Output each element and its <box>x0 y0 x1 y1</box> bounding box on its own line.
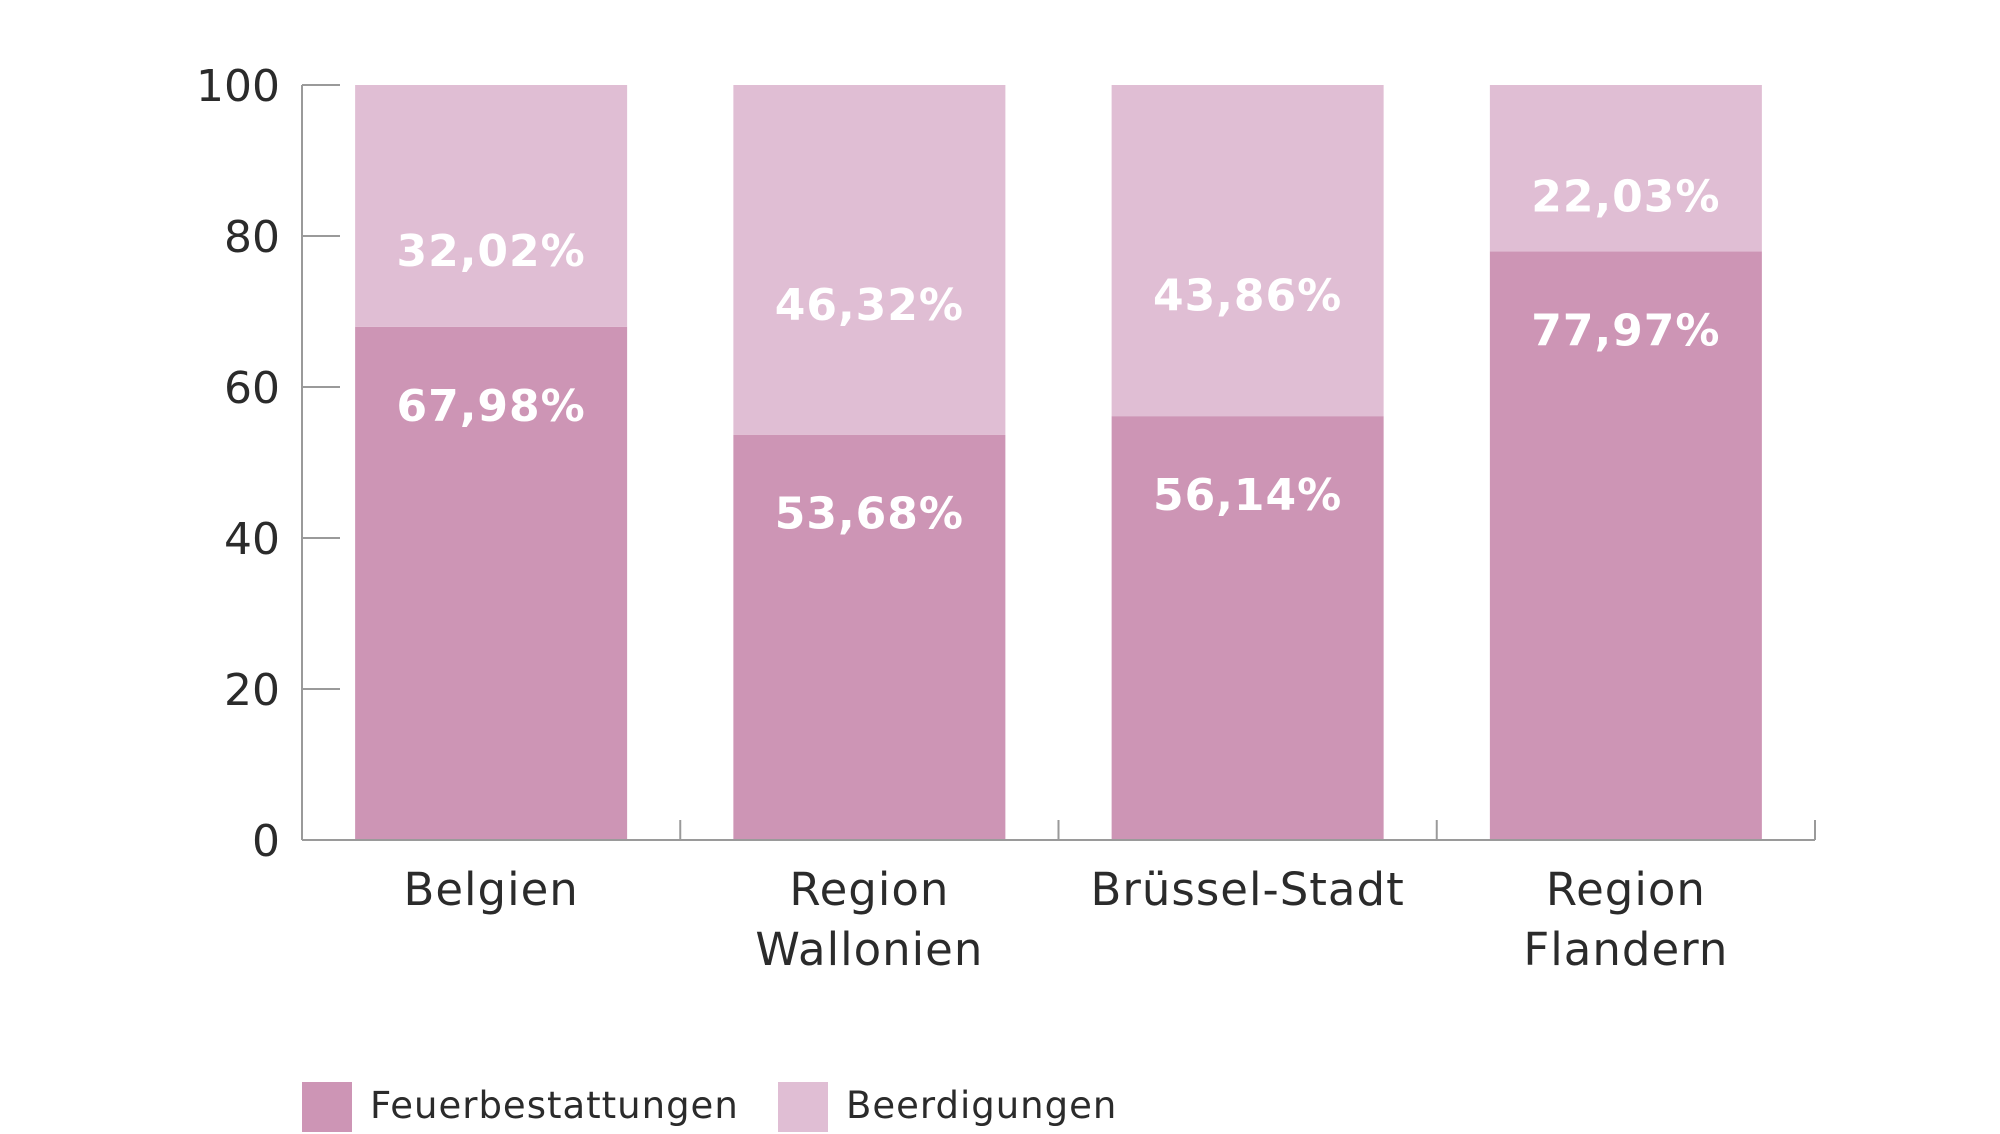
bar-feuerbestattungen-3 <box>1111 416 1384 840</box>
x-tick-label: Wallonien <box>755 923 983 976</box>
bar-beerdigungen-1 <box>355 85 628 327</box>
bar-beerdigungen-3 <box>1111 85 1384 417</box>
labels-group: Belgien Region Wallonien Brüssel-Stadt Regio… <box>396 171 1728 976</box>
legend-label-beerdigungen: Beerdigungen <box>846 1084 1117 1127</box>
legend: Feuerbestattungen Beerdigungen <box>302 1082 1117 1132</box>
x-tick-label: Brüssel-Stadt <box>1091 863 1405 916</box>
y-tick-label: 0 <box>252 816 280 867</box>
y-tick-label: 60 <box>224 363 280 414</box>
x-tick-label: Belgien <box>403 863 578 916</box>
data-label-feuerbestattungen: 67,98% <box>396 381 585 432</box>
legend-swatch-beerdigungen <box>778 1082 828 1132</box>
y-tick-label: 20 <box>224 665 280 716</box>
bar-beerdigungen-4 <box>1489 85 1762 252</box>
bar-feuerbestattungen-2 <box>733 434 1006 840</box>
data-label-beerdigungen: 22,03% <box>1531 171 1720 222</box>
x-tick-label: Region <box>789 863 949 916</box>
data-label-beerdigungen: 32,02% <box>396 226 585 277</box>
x-tick-label: Flandern <box>1523 923 1728 976</box>
bars-group <box>355 85 1762 841</box>
data-label-beerdigungen: 43,86% <box>1153 271 1342 322</box>
bar-feuerbestattungen-4 <box>1489 251 1762 840</box>
x-tick-label: Region <box>1546 863 1706 916</box>
bar-beerdigungen-2 <box>733 85 1006 435</box>
y-tick-label: 40 <box>224 514 280 565</box>
y-tick-label: 100 <box>196 61 280 112</box>
data-label-feuerbestattungen: 56,14% <box>1153 470 1342 521</box>
legend-label-feuerbestattungen: Feuerbestattungen <box>370 1084 739 1127</box>
bar-feuerbestattungen-1 <box>355 326 628 841</box>
axes-group: 0 20 40 60 80 100 <box>196 61 1816 867</box>
data-label-feuerbestattungen: 77,97% <box>1531 305 1720 356</box>
y-tick-label: 80 <box>224 212 280 263</box>
data-label-feuerbestattungen: 53,68% <box>775 489 964 540</box>
data-label-beerdigungen: 46,32% <box>775 280 964 331</box>
legend-swatch-feuerbestattungen <box>302 1082 352 1132</box>
